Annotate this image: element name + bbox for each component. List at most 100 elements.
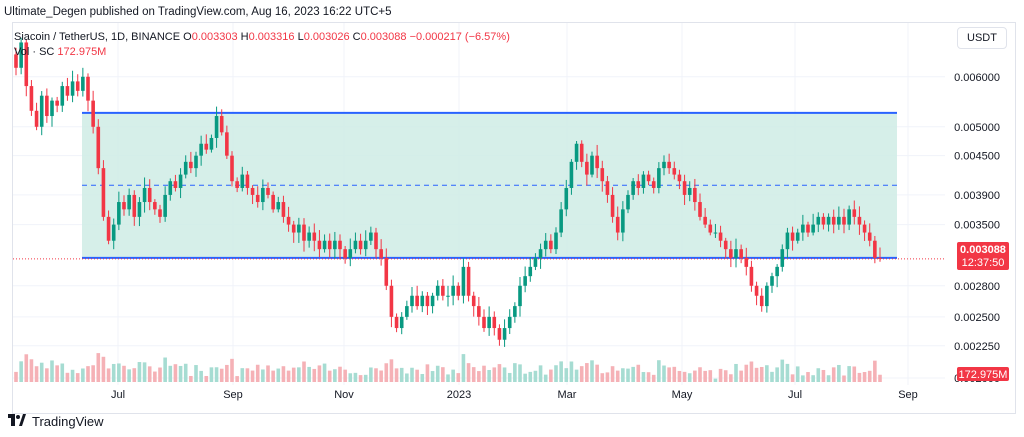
candle-body (219, 116, 224, 133)
volume-bar (806, 372, 810, 382)
volume-bar (518, 364, 522, 382)
candle-body (173, 181, 178, 188)
candle-body (435, 285, 440, 296)
candle-body (183, 161, 188, 175)
candle-body (744, 257, 749, 267)
volume-bar (723, 370, 728, 382)
volume-bar (29, 359, 34, 382)
volume-bar (75, 373, 80, 382)
candle-body (857, 216, 862, 225)
time-axis[interactable]: Jul Sep Nov 2023 Mar May Jul Sep (111, 389, 918, 401)
candle-body (281, 202, 286, 217)
candle-body (780, 249, 785, 267)
volume-bar (24, 354, 29, 382)
candle-body (770, 276, 774, 286)
high-value: 0.003316 (248, 31, 295, 43)
candle-body (461, 266, 466, 296)
volume-bar (333, 369, 337, 382)
candle-body (821, 216, 826, 225)
time-tick-label: Sep (223, 389, 243, 401)
volume-bar (348, 373, 353, 382)
volume-bar (816, 368, 821, 382)
candle-body (158, 209, 162, 217)
volume-bar (199, 370, 203, 382)
candle-body (687, 187, 692, 195)
volume-bar (765, 365, 769, 382)
candle-body (703, 216, 707, 225)
currency-button[interactable]: USDT (957, 27, 1007, 49)
volume-bar (261, 369, 265, 382)
candle-body (867, 232, 872, 241)
tradingview-logo[interactable]: TradingView (8, 414, 104, 429)
high-label: H (240, 31, 249, 43)
volume-bar (831, 367, 836, 382)
candle-body (374, 232, 378, 250)
volume-bar (821, 369, 826, 382)
candle-body (358, 240, 363, 250)
candle-body (24, 42, 29, 87)
candle-body (585, 161, 589, 175)
candle-body (55, 100, 59, 106)
price-tick-label: 0.006000 (954, 72, 1000, 84)
candle-body (425, 295, 430, 307)
symbol-title[interactable]: Siacoin / TetherUS, 1D, BINANCE (14, 31, 181, 43)
volume-bar (749, 361, 754, 382)
candle-body (271, 194, 275, 210)
volume-bar (667, 367, 671, 382)
time-tick-label: 2023 (447, 389, 471, 401)
volume-bar (729, 374, 733, 382)
volume-bar (235, 376, 239, 382)
candle-body (420, 295, 425, 307)
candle-body (322, 240, 327, 250)
candle-body (672, 168, 677, 175)
close-value: 0.003088 (360, 31, 407, 43)
candle-body (502, 328, 507, 340)
candle-body (338, 240, 342, 250)
volume-bar (420, 374, 425, 382)
candle-body (518, 285, 522, 307)
candle-body (487, 316, 491, 329)
candle-body (615, 216, 620, 233)
volume-bar (631, 366, 635, 382)
candle-body (523, 276, 527, 286)
volume-bar (394, 368, 399, 382)
volume-bar (600, 373, 605, 382)
volume-bar (739, 370, 743, 382)
volume-bar (847, 366, 851, 382)
volume-bar (641, 372, 646, 382)
volume-bar (117, 363, 121, 382)
volume-bar (744, 364, 749, 382)
candles (14, 37, 882, 347)
candle-body (497, 328, 502, 340)
candle-body (569, 161, 574, 188)
candle-body (795, 232, 800, 241)
candle-body (245, 174, 250, 188)
volume-bar (564, 368, 569, 382)
volume-value: 172.975M (57, 46, 107, 58)
candle-body (837, 216, 841, 225)
candle-body (554, 232, 558, 250)
candle-body (86, 76, 90, 101)
candle-body (667, 161, 671, 169)
volume-bar (153, 371, 157, 382)
candle-body (255, 194, 260, 203)
volume-bar (276, 368, 281, 382)
volume-bar (45, 368, 49, 382)
volume-bar (626, 368, 630, 382)
candle-body (564, 187, 569, 210)
volume-bar (492, 367, 497, 382)
volume-bar (569, 361, 574, 382)
price-axis[interactable]: 0.006000 0.005000 0.004500 0.003900 0.003500… (954, 72, 1000, 385)
volume-bar (446, 374, 450, 382)
candle-body (574, 143, 579, 162)
volume-bar (610, 366, 615, 382)
candle-body (65, 86, 70, 96)
candle-body (204, 143, 209, 150)
candle-body (348, 249, 353, 258)
volume-bar (543, 374, 548, 382)
candle-body (297, 224, 301, 233)
volume-bar (785, 363, 790, 382)
time-tick-label: Mar (558, 389, 577, 401)
volume-bar (55, 365, 59, 382)
